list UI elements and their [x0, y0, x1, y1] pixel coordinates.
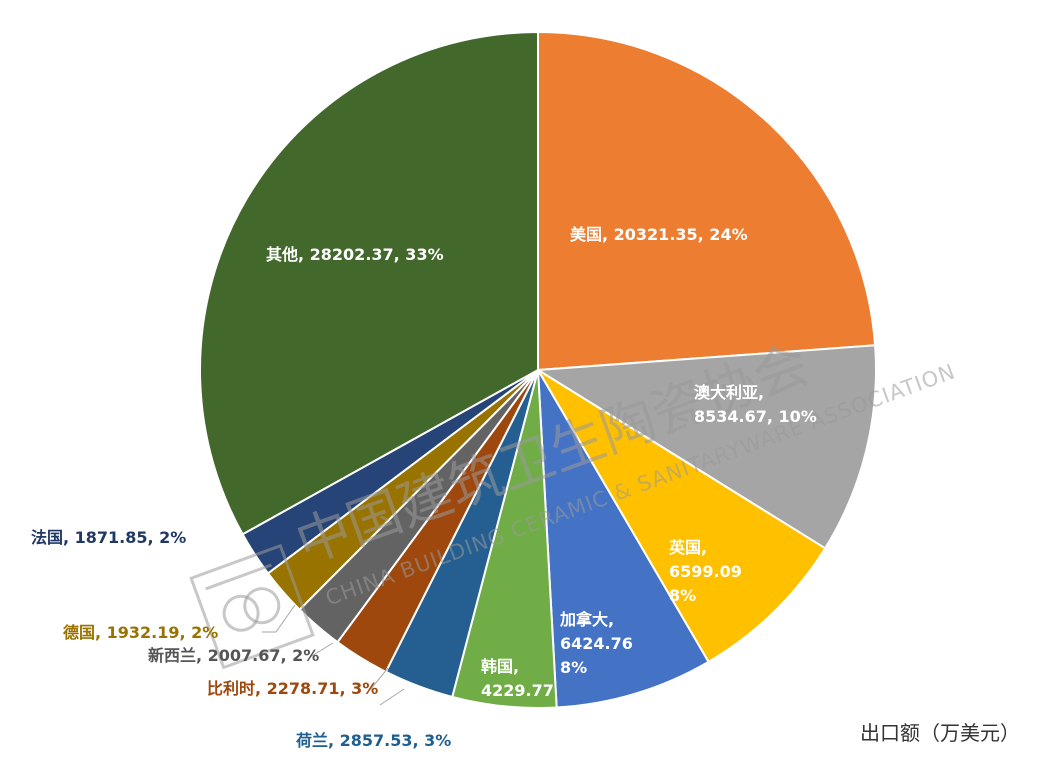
pie-slice [534, 344, 877, 550]
slice-label: 法国, 1871.85, 2% [31, 528, 186, 547]
slice-label-line: 澳大利亚, [694, 383, 764, 402]
leader-lines [262, 604, 405, 706]
slice-label: 澳大利亚, 8534.67, 10% [694, 383, 817, 426]
leader-line [309, 642, 334, 658]
slice-label-line: 其他, 28202.37, 33% [266, 245, 444, 264]
slice-label-line: 美国, 20321.35, 24% [570, 225, 748, 244]
slice-label: 英国, 6599.09 8% [668, 538, 742, 605]
slice-label: 韩国, 4229.77 [481, 657, 554, 700]
pie-slice [537, 369, 827, 664]
slice-label-line: 比利时, 2278.71, 3% [207, 679, 378, 698]
slice-label-line: 6599.09 [669, 562, 742, 581]
slice-labels: 美国, 20321.35, 24% 澳大利亚, 8534.67, 10% 英国, 659… [31, 225, 817, 750]
slice-label-line: 德国, 1932.19, 2% [63, 623, 218, 642]
slice-label: 加拿大, 6424.76 8% [559, 610, 633, 677]
slice-label-line: 韩国, [481, 657, 519, 676]
pie-slice [199, 30, 539, 536]
slice-label-line: 英国, [668, 538, 707, 557]
leader-line [369, 667, 389, 691]
slice-label-line: 8534.67, 10% [694, 407, 817, 426]
slice-label-line: 8% [669, 586, 696, 605]
slice-label: 荷兰, 2857.53, 3% [296, 731, 451, 750]
slice-label: 德国, 1932.19, 2% [63, 623, 218, 642]
slice-label-line: 法国, 1871.85, 2% [31, 528, 186, 547]
slice-label-line: 8% [560, 658, 587, 677]
slice-label-line: 荷兰, 2857.53, 3% [296, 731, 451, 750]
slice-label: 比利时, 2278.71, 3% [207, 679, 378, 698]
slice-label-line: 新西兰, 2007.67, 2% [148, 646, 319, 665]
slice-label-line: 加拿大, [559, 610, 614, 629]
slice-label-line: 6424.76 [560, 634, 633, 653]
leader-line [379, 688, 405, 706]
pie-slices [199, 30, 877, 709]
pie-slice [537, 30, 877, 372]
slice-label: 新西兰, 2007.67, 2% [148, 646, 319, 665]
slice-label: 美国, 20321.35, 24% [570, 225, 748, 244]
leader-line [262, 604, 296, 633]
slice-label: 其他, 28202.37, 33% [266, 245, 444, 264]
pie-slice [537, 369, 710, 709]
slice-label-line: 4229.77 [481, 681, 554, 700]
association-logo [189, 543, 315, 670]
unit-label: 出口额（万美元） [860, 721, 1020, 745]
